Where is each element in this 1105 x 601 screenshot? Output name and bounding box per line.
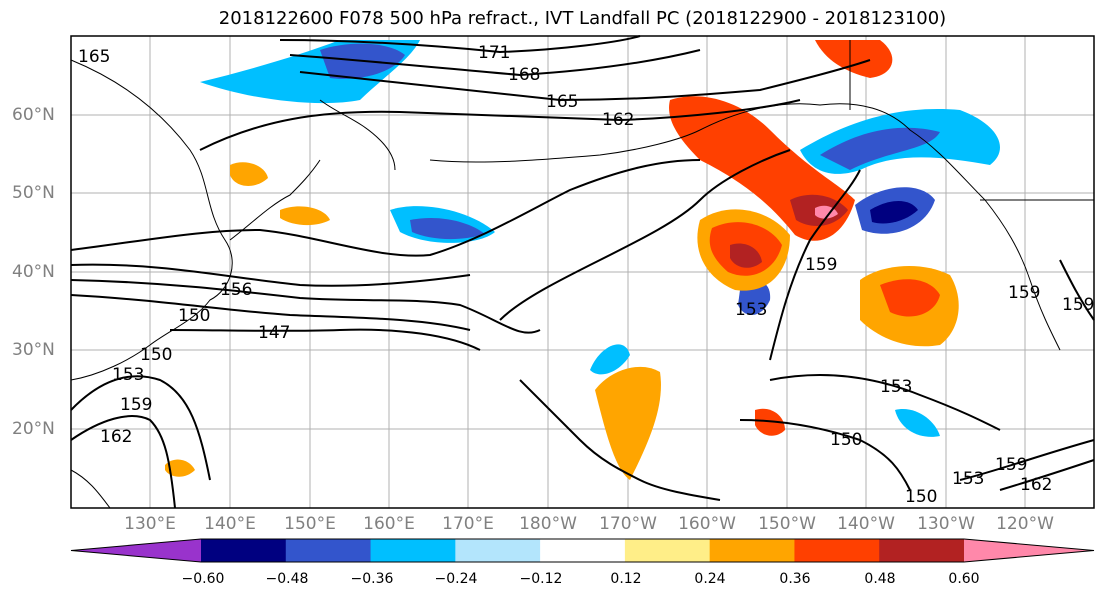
colorbar-tick: 0.24	[694, 571, 726, 587]
kamchatka-coast	[319, 99, 396, 171]
contour-label: 153	[880, 377, 912, 397]
contour-147	[169, 328, 481, 351]
blue-region-alaska-core	[820, 127, 940, 170]
blue-region-south	[590, 344, 630, 375]
contour-label: 159	[1008, 283, 1040, 303]
contour-trough	[499, 149, 791, 321]
contour-label: 162	[100, 427, 132, 447]
blue-region-subtropic	[895, 409, 940, 437]
contour-label: 159	[120, 395, 152, 415]
warm-region-east-core	[880, 279, 940, 317]
map-border	[70, 35, 1095, 509]
contour-label: 150	[140, 345, 172, 365]
contour-sw-1	[70, 375, 211, 481]
contour-label: 159	[1062, 295, 1094, 315]
contour-label: 162	[1020, 475, 1052, 495]
contour-label: 153	[952, 469, 984, 489]
contour-se-loop	[519, 379, 721, 501]
alaska-coast	[699, 103, 1061, 351]
contour-label: 165	[78, 47, 110, 67]
lon-label: 150°W	[758, 514, 816, 534]
colorbar-tick: −0.36	[350, 571, 394, 587]
contour-168	[289, 49, 701, 77]
lon-label: 170°W	[599, 514, 657, 534]
contour-label: 147	[258, 323, 290, 343]
contour-label: 153	[112, 365, 144, 385]
contour-south-1	[959, 439, 1095, 481]
warm-region-japan	[230, 162, 268, 186]
contour-label: 159	[805, 255, 837, 275]
contour-label: 165	[546, 92, 578, 112]
contour-label: 153	[735, 300, 767, 320]
contour-label: 168	[508, 65, 540, 85]
contour-162	[199, 99, 801, 151]
lon-label: 160°W	[678, 514, 736, 534]
shading	[165, 40, 1000, 480]
blue-region-dark-core	[870, 201, 918, 224]
lon-label: 120°W	[996, 514, 1054, 534]
contour-156	[70, 263, 471, 287]
contour-150-a	[70, 294, 471, 331]
aleutian-chain	[429, 129, 701, 163]
contours	[70, 35, 1095, 509]
contour-label: 150	[905, 487, 937, 507]
coastlines	[70, 40, 1094, 509]
contour-label: 159	[995, 455, 1027, 475]
warm-region-north-rim	[815, 40, 893, 78]
warm-region-japan-sea	[280, 206, 330, 226]
contour-labels: 171 168 165 162 159 156 153 150 147 153 …	[78, 43, 1094, 507]
lon-label: 140°E	[204, 514, 256, 534]
lon-label: 140°W	[837, 514, 895, 534]
contour-east-159	[1059, 259, 1095, 321]
lon-label: 160°E	[363, 514, 415, 534]
lat-label: 30°N	[12, 340, 55, 360]
lat-label: 50°N	[12, 183, 55, 203]
blue-region-midpac-core	[410, 217, 485, 240]
contour-153-east	[769, 374, 1001, 431]
lon-label: 150°E	[284, 514, 336, 534]
lat-label: 20°N	[12, 419, 55, 439]
contour-ridge-east	[769, 169, 861, 361]
warm-region-south-china	[165, 459, 195, 477]
contour-sw-2	[70, 415, 176, 509]
contour-label: 171	[478, 43, 510, 63]
asia-coast	[70, 59, 233, 381]
contour-label: 156	[220, 280, 252, 300]
contour-165	[299, 59, 871, 102]
colorbar-tick: 0.36	[779, 571, 811, 587]
warm-region-subtropic	[595, 366, 661, 480]
taiwan-coast	[70, 469, 111, 509]
colorbar-tick: 0.60	[948, 571, 980, 587]
colorbar-tick: 0.48	[864, 571, 896, 587]
map-title: 2018122600 F078 500 hPa refract., IVT La…	[218, 8, 947, 29]
contour-171	[279, 35, 641, 54]
colorbar-tick: 0.12	[610, 571, 642, 587]
contour-label: 150	[830, 430, 862, 450]
lon-label: 130°E	[124, 514, 176, 534]
lat-label: 60°N	[12, 105, 55, 125]
contour-south-2	[999, 459, 1095, 491]
lon-label: 180°W	[519, 514, 577, 534]
colorbar-tick: −0.12	[519, 571, 563, 587]
lon-label: 170°E	[442, 514, 494, 534]
colorbar-tick: −0.24	[434, 571, 478, 587]
contour-label: 150	[178, 306, 210, 326]
lon-label: 130°W	[917, 514, 975, 534]
contour-153-a	[70, 279, 541, 334]
colorbar-tick: −0.60	[181, 571, 225, 587]
warm-region-central-peak	[730, 243, 762, 268]
contour-159-a	[70, 159, 701, 257]
japan-coast	[229, 159, 321, 241]
lat-label: 40°N	[12, 262, 55, 282]
contour-150-east	[739, 419, 911, 491]
contour-label: 162	[602, 110, 634, 130]
colorbar-tick: −0.48	[265, 571, 309, 587]
